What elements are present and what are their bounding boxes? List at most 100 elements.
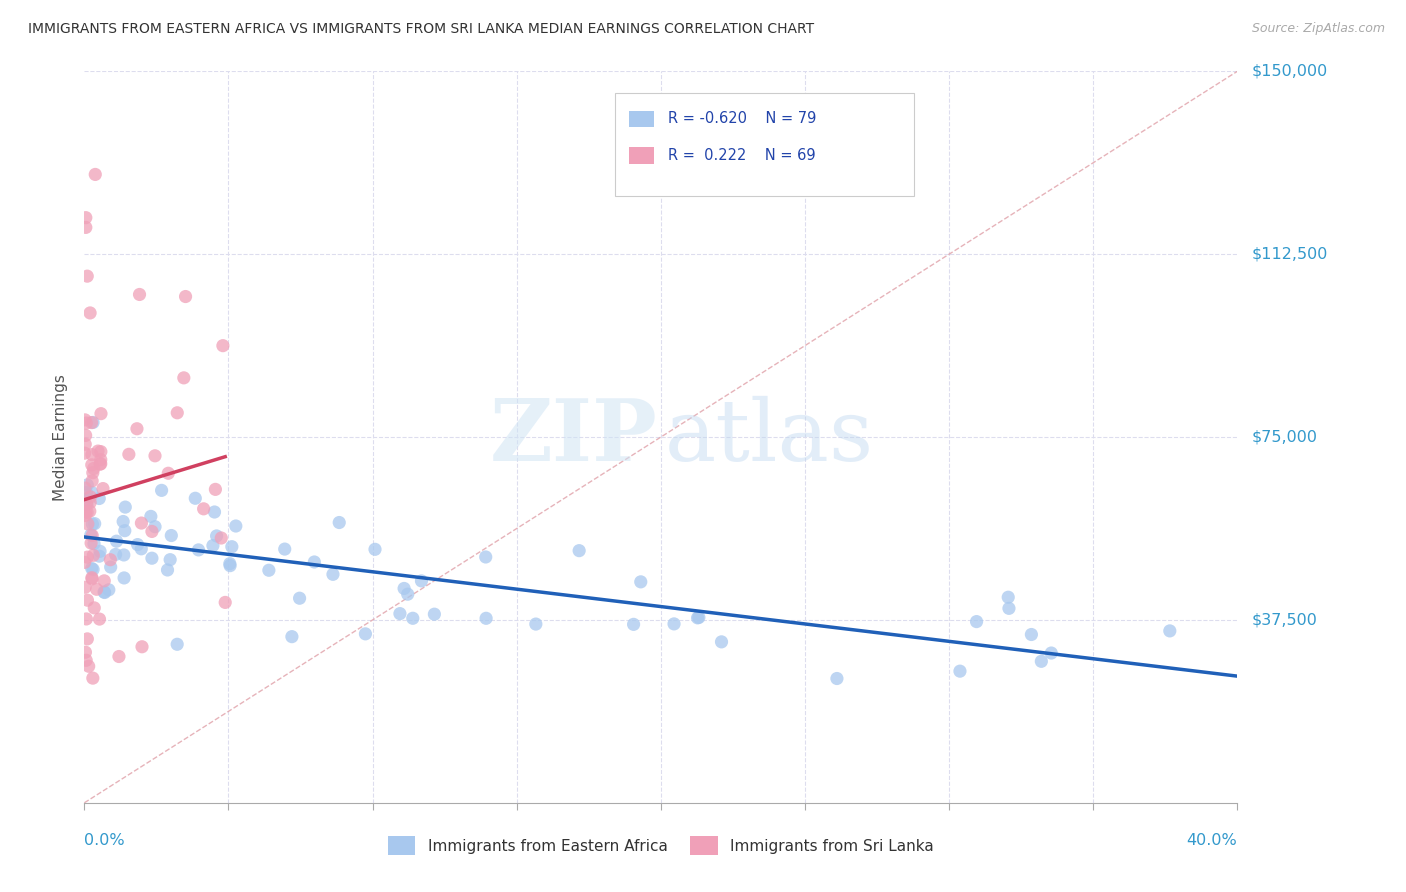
Point [76,478,98,492]
FancyBboxPatch shape [628,111,654,127]
Point [91,482,114,496]
Point [79,306,101,320]
Point [131,640,153,654]
Point [193,501,215,516]
Point [82,474,104,488]
Point [112,571,135,585]
Point [82,549,104,563]
Point [141,524,163,539]
Point [83,600,105,615]
Point [214,595,236,609]
Y-axis label: Median Earnings: Median Earnings [52,374,67,500]
Point [75,437,97,451]
Point [90,457,112,471]
Point [100,560,122,574]
Point [75,428,97,442]
Point [80,416,103,430]
Point [75,580,97,594]
Point [90,444,112,458]
Point [156,563,179,577]
Point [80,561,103,575]
Point [82,517,104,532]
Text: 0.0%: 0.0% [84,833,125,848]
Point [75,492,97,507]
Point [77,516,100,531]
Point [80,458,103,472]
Point [73,413,96,427]
Point [524,617,547,632]
Point [75,653,97,667]
Point [204,505,226,519]
Point [623,617,645,632]
Point [274,542,297,557]
Legend: Immigrants from Eastern Africa, Immigrants from Sri Lanka: Immigrants from Eastern Africa, Immigran… [381,830,941,861]
Point [166,637,188,651]
Text: $75,000: $75,000 [1251,430,1317,444]
Point [402,611,425,625]
Point [90,407,112,421]
Point [80,572,103,586]
Point [423,607,446,622]
Point [80,571,103,585]
Point [82,466,104,480]
Point [76,269,98,284]
Point [304,555,326,569]
Point [949,664,972,678]
Point [411,574,433,588]
Point [354,627,377,641]
Point [143,449,166,463]
Point [173,371,195,385]
Point [114,500,136,514]
Point [127,538,149,552]
Point [76,496,98,510]
Point [89,491,111,506]
Point [89,544,111,558]
Point [75,220,97,235]
Point [76,497,98,511]
Point [281,630,304,644]
Point [83,536,105,550]
Point [80,485,103,500]
Point [825,672,848,686]
Text: ZIP: ZIP [489,395,658,479]
Text: IMMIGRANTS FROM EASTERN AFRICA VS IMMIGRANTS FROM SRI LANKA MEDIAN EARNINGS CORR: IMMIGRANTS FROM EASTERN AFRICA VS IMMIGR… [28,22,814,37]
Point [686,611,709,625]
Point [93,574,115,588]
Point [76,632,98,646]
Point [82,528,104,542]
Point [79,490,101,504]
Point [662,616,685,631]
Point [328,516,350,530]
Text: $150,000: $150,000 [1251,64,1327,78]
Point [475,611,498,625]
Point [322,567,344,582]
Point [112,515,135,529]
Point [1040,646,1063,660]
Point [568,543,591,558]
Point [139,509,162,524]
Point [204,483,226,497]
Point [75,505,97,519]
Point [998,601,1021,615]
Point [966,615,988,629]
Point [184,491,207,506]
Point [209,531,232,545]
Text: R = -0.620    N = 79: R = -0.620 N = 79 [668,112,815,127]
Point [396,587,419,601]
Point [80,536,103,550]
Text: $37,500: $37,500 [1251,613,1317,627]
Point [75,416,97,430]
Point [75,612,97,626]
Point [474,549,496,564]
Point [118,447,141,461]
Text: atlas: atlas [664,395,873,479]
Point [257,563,280,577]
Point [93,585,115,599]
Point [221,540,243,554]
Point [150,483,173,498]
Point [84,168,107,182]
Point [129,541,152,556]
Point [159,552,181,566]
Point [125,422,148,436]
FancyBboxPatch shape [614,94,914,195]
